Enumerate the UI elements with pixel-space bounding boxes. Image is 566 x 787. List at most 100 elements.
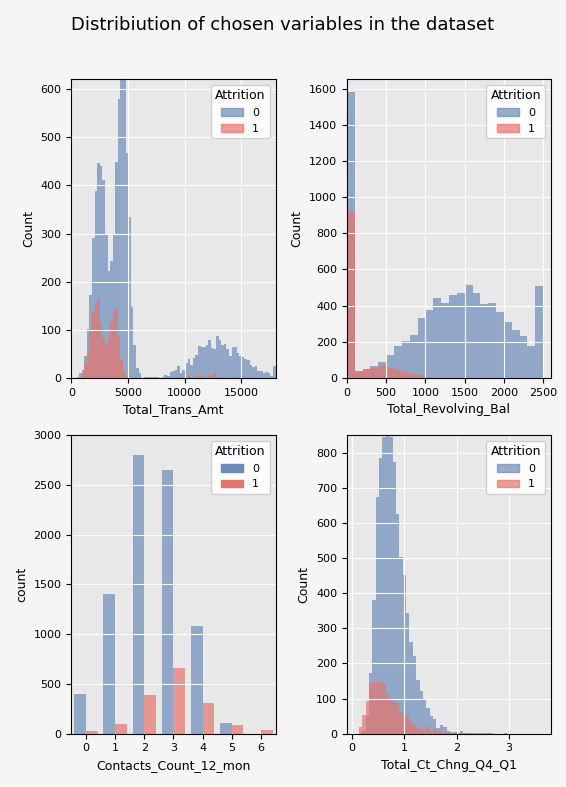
Bar (383, 684, 386, 733)
Bar (216, 335, 218, 378)
Bar (347, 212, 355, 378)
Bar (419, 729, 423, 733)
Bar (82, 373, 84, 378)
Bar (245, 359, 247, 378)
Bar (87, 329, 89, 378)
Bar (74, 694, 86, 733)
Bar (211, 375, 213, 378)
Bar (376, 682, 379, 733)
Bar (198, 376, 200, 378)
Bar (234, 346, 237, 378)
Bar (393, 702, 396, 733)
Bar (229, 356, 231, 378)
Bar (144, 377, 147, 378)
Bar (200, 347, 203, 378)
Bar (113, 309, 115, 378)
Bar (386, 355, 394, 378)
Bar (191, 626, 203, 733)
Bar (115, 162, 118, 378)
Bar (170, 372, 172, 378)
Bar (105, 345, 108, 378)
Bar (95, 191, 97, 378)
Bar (82, 370, 84, 378)
Bar (436, 728, 440, 733)
Bar (465, 286, 473, 378)
Bar (402, 372, 410, 378)
Bar (362, 730, 366, 733)
Bar (258, 371, 260, 378)
Bar (132, 455, 144, 733)
X-axis label: Total_Revolving_Bal: Total_Revolving_Bal (388, 403, 511, 416)
Bar (433, 298, 441, 378)
Bar (449, 295, 457, 378)
X-axis label: Total_Trans_Amt: Total_Trans_Amt (123, 403, 224, 416)
Bar (208, 375, 211, 378)
Bar (110, 261, 113, 378)
Y-axis label: count: count (15, 567, 28, 602)
Bar (216, 376, 218, 378)
Bar (371, 368, 378, 378)
Bar (441, 303, 449, 378)
Bar (410, 374, 418, 378)
Bar (231, 725, 243, 733)
Bar (369, 673, 372, 733)
Text: Distribiution of chosen variables in the dataset: Distribiution of chosen variables in the… (71, 16, 495, 34)
Bar (406, 612, 409, 733)
Bar (126, 153, 128, 378)
Bar (440, 732, 443, 733)
Bar (86, 731, 98, 733)
Bar (164, 375, 167, 378)
Bar (206, 345, 208, 378)
Bar (84, 363, 87, 378)
Bar (182, 370, 185, 378)
Bar (118, 98, 121, 378)
Bar (128, 217, 131, 378)
Bar (162, 470, 173, 733)
Bar (136, 368, 139, 378)
Bar (402, 575, 406, 733)
Bar (211, 348, 213, 378)
Bar (110, 322, 113, 378)
Bar (443, 727, 447, 733)
Bar (512, 331, 520, 378)
Bar (108, 271, 110, 378)
Bar (213, 349, 216, 378)
Bar (213, 373, 216, 378)
Bar (105, 235, 108, 378)
Bar (115, 724, 127, 733)
Bar (488, 303, 496, 378)
Bar (87, 353, 89, 378)
Y-axis label: Count: Count (298, 566, 311, 603)
Bar (177, 377, 180, 378)
Bar (89, 294, 92, 378)
Bar (355, 371, 363, 378)
Bar (363, 369, 371, 378)
Bar (396, 514, 400, 733)
Bar (402, 714, 406, 733)
Bar (504, 322, 512, 378)
Bar (203, 376, 206, 378)
Bar (203, 346, 206, 378)
Bar (134, 345, 136, 378)
Bar (372, 682, 376, 733)
Bar (418, 318, 426, 378)
Bar (131, 307, 134, 378)
Bar (355, 371, 363, 378)
Bar (440, 726, 443, 733)
Bar (416, 728, 419, 733)
Bar (229, 377, 231, 378)
Bar (261, 730, 273, 733)
Bar (92, 312, 95, 378)
Bar (104, 594, 115, 733)
Bar (378, 364, 386, 378)
Bar (389, 437, 393, 733)
Bar (226, 349, 229, 378)
Bar (406, 716, 409, 733)
Bar (220, 722, 231, 733)
Bar (371, 366, 378, 378)
Bar (436, 731, 440, 733)
Bar (473, 293, 481, 378)
Bar (378, 362, 386, 378)
Bar (198, 345, 200, 378)
Bar (457, 293, 465, 378)
